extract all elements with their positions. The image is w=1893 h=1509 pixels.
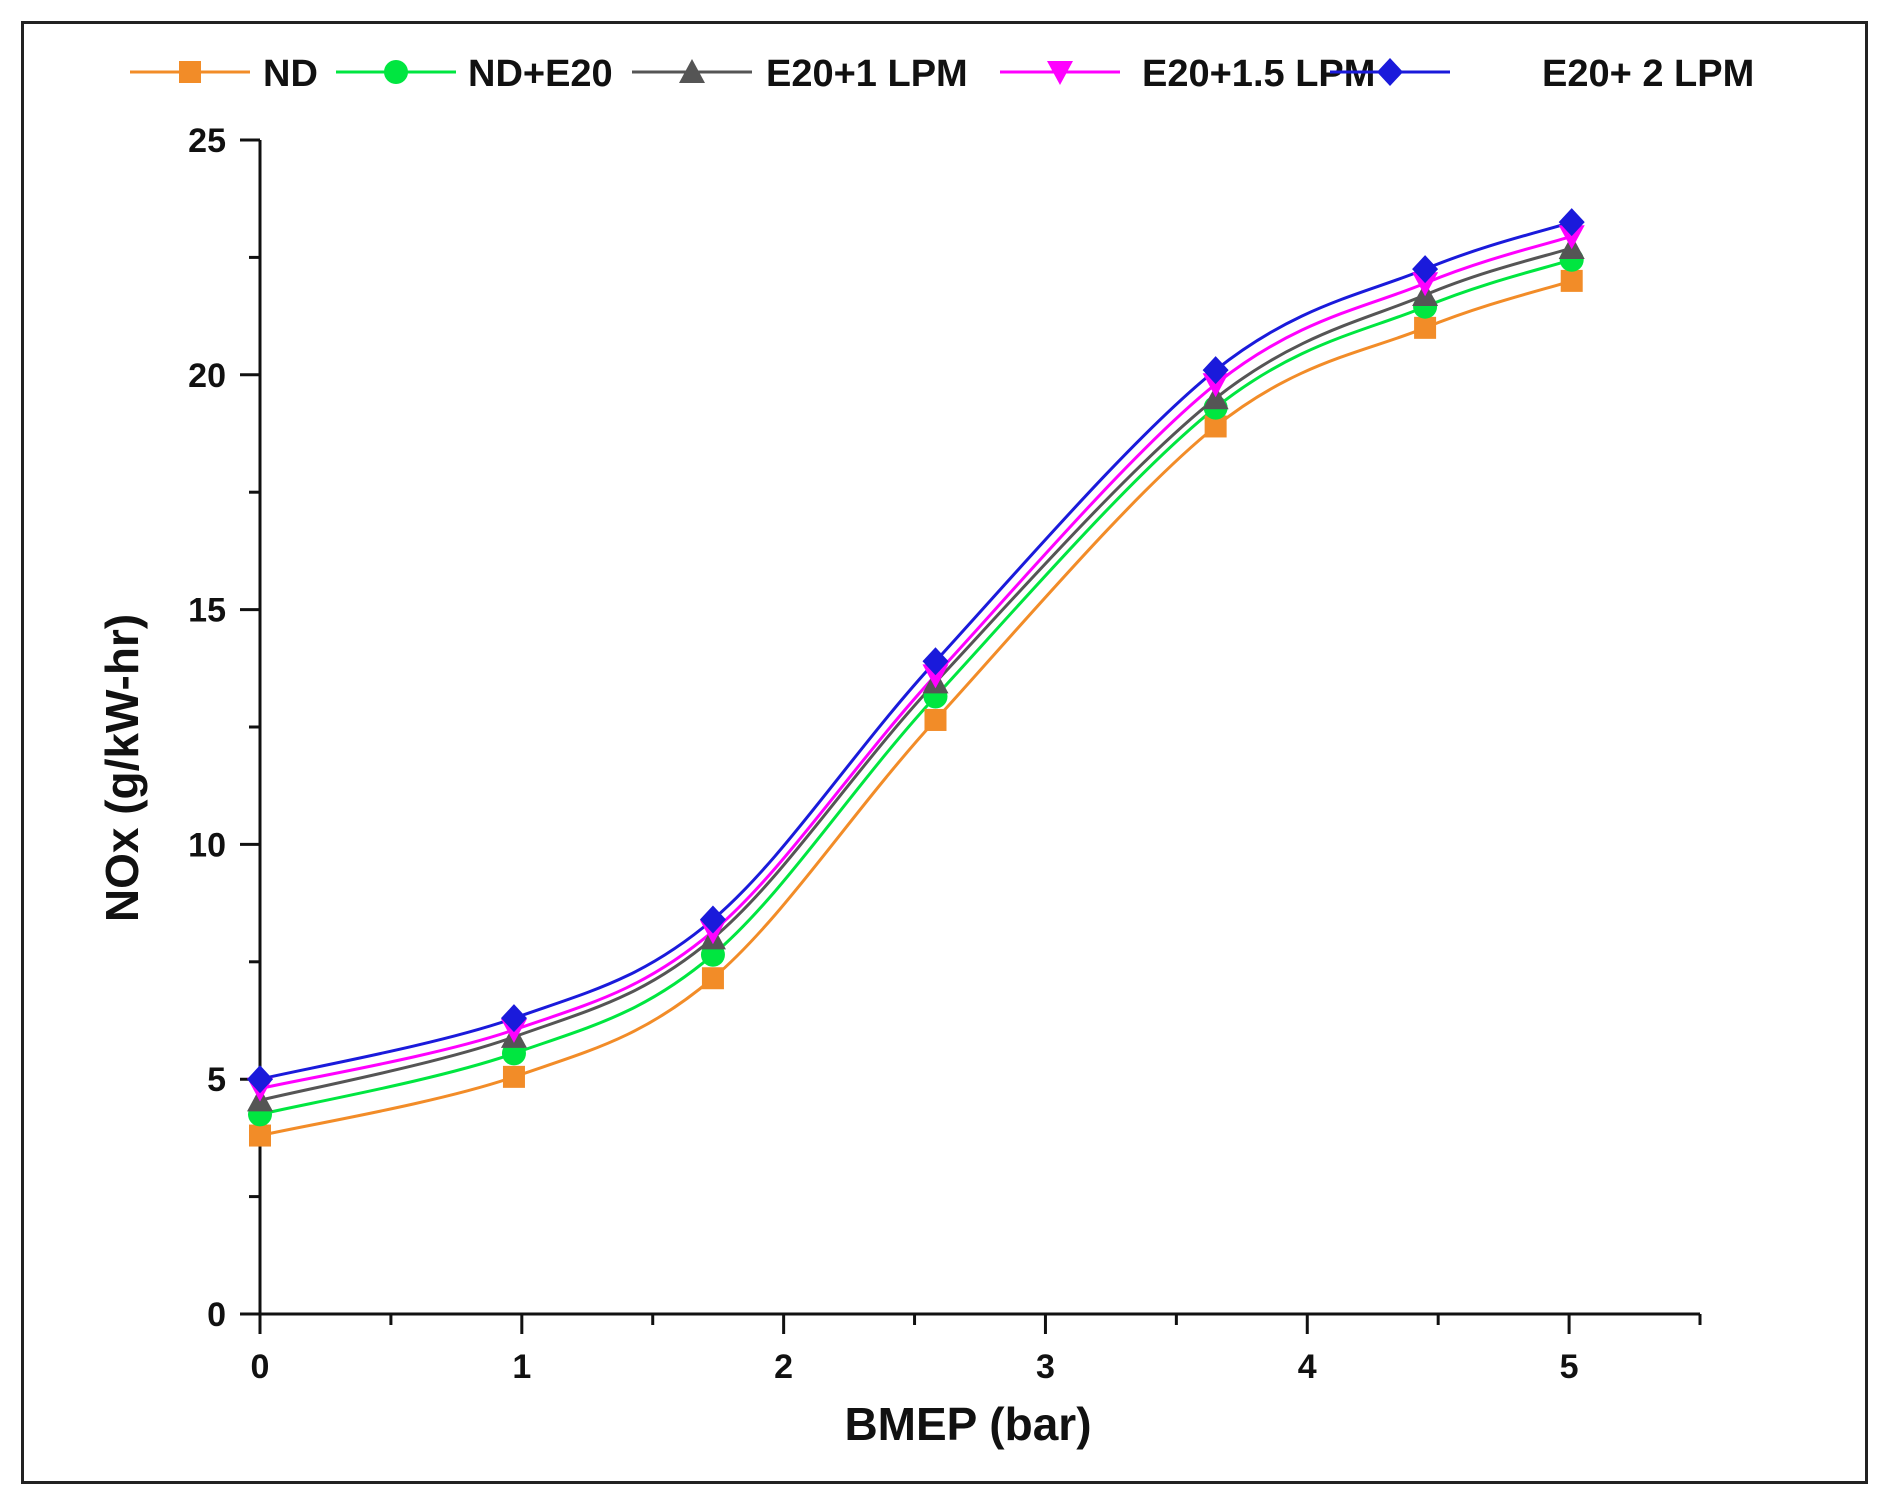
data-point-s0-6: [1560, 269, 1583, 292]
data-point-s0-4: [1204, 415, 1227, 438]
legend-label: E20+1 LPM: [766, 53, 968, 95]
data-point-s4-3: [922, 647, 949, 676]
series-curve-3: [259, 234, 1573, 1091]
legend: ND ND+E20 E20+1 LPM E20+1.5 LPM E20+ 2 LPM: [130, 53, 1754, 95]
data-point-s3-5: [1412, 272, 1439, 297]
data-point-s4-4: [1202, 356, 1229, 385]
legend-item-1: ND+E20: [336, 53, 613, 95]
figure-frame: [21, 21, 1868, 1484]
data-point-s3-6: [1558, 225, 1585, 250]
data-point-s0-0: [249, 1124, 271, 1147]
legend-item-4: E20+ 2 LPM: [1330, 53, 1754, 95]
series-curve-0: [259, 279, 1573, 1138]
legend-item-3: E20+1.5 LPM: [1000, 53, 1375, 95]
y-tick-label: 20: [188, 357, 226, 395]
series-curve-2: [259, 246, 1573, 1102]
y-tick-label: 5: [207, 1061, 226, 1099]
legend-label: E20+ 2 LPM: [1542, 53, 1754, 95]
x-axis-title: BMEP (bar): [844, 1398, 1091, 1450]
y-tick-label: 0: [207, 1296, 226, 1334]
data-point-s4-5: [1412, 255, 1439, 284]
legend-marker: [679, 59, 705, 83]
data-point-s3-4: [1202, 373, 1229, 398]
legend-marker: [1377, 58, 1403, 86]
data-point-s4-1: [500, 1004, 527, 1033]
data-point-s4-0: [247, 1065, 273, 1094]
data-point-s0-1: [502, 1065, 525, 1088]
data-point-s2-4: [1202, 385, 1229, 410]
data-point-s3-3: [922, 664, 949, 689]
data-point-s4-6: [1558, 208, 1585, 237]
legend-label: ND: [263, 53, 318, 95]
series-curve-1: [259, 258, 1573, 1116]
x-tick-label: 1: [512, 1348, 531, 1386]
x-tick-label: 0: [251, 1348, 270, 1386]
legend-label: ND+E20: [468, 53, 613, 95]
data-point-s0-5: [1414, 316, 1437, 339]
data-point-s4-2: [699, 905, 726, 934]
x-tick-label: 4: [1298, 1348, 1317, 1386]
data-point-s0-2: [701, 967, 724, 990]
legend-marker: [384, 60, 408, 84]
y-tick-label: 25: [188, 122, 226, 160]
series-markers: [247, 208, 1585, 1147]
y-tick-label: 15: [188, 592, 226, 630]
x-tick-label: 3: [1036, 1348, 1055, 1386]
axes: 0 5 10 15 20 25 0 1 2 3 4 5: [188, 122, 1702, 1386]
legend-label: E20+1.5 LPM: [1142, 53, 1375, 95]
legend-item-2: E20+1 LPM: [632, 53, 968, 95]
x-tick-label: 2: [774, 1348, 793, 1386]
series-curve-4: [259, 220, 1573, 1081]
legend-marker: [179, 61, 201, 83]
series-curves: [259, 220, 1573, 1138]
y-tick-label: 10: [188, 826, 226, 864]
data-point-s0-3: [924, 708, 947, 731]
legend-item-0: ND: [130, 53, 318, 95]
y-axis-title: NOx (g/kW-hr): [96, 614, 148, 922]
legend-marker: [1047, 61, 1073, 85]
x-tick-label: 5: [1560, 1348, 1579, 1386]
